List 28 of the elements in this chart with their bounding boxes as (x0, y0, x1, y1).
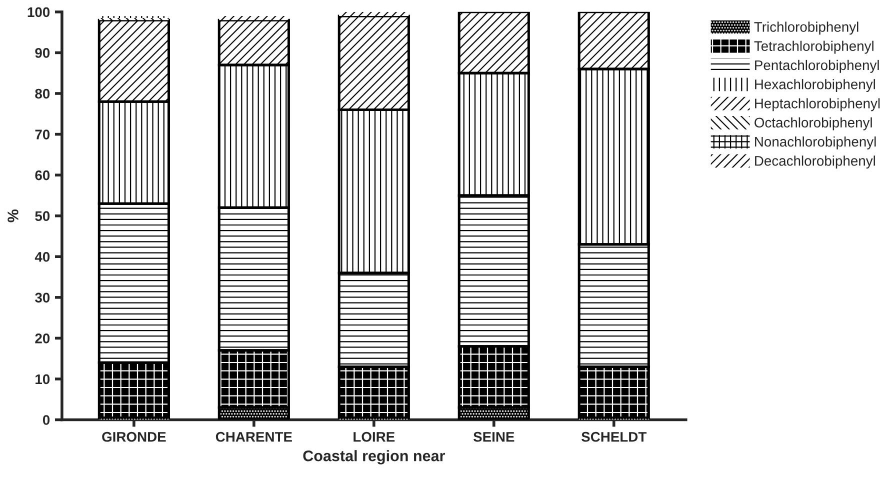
x-tick-label: SEINE (473, 432, 514, 442)
legend-label: Tetrachlorobiphenyl (754, 40, 874, 54)
y-axis-title: % (8, 209, 18, 222)
y-tick-label: 80 (35, 88, 50, 99)
x-tick-label: SCHELDT (581, 432, 647, 442)
y-tick-label: 50 (35, 211, 50, 222)
bar (219, 16, 289, 20)
y-tick-label: 0 (42, 415, 50, 425)
y-tick-label: 20 (35, 334, 50, 344)
y-tick-label: 70 (35, 130, 50, 140)
x-axis-title: Coastal region near (303, 450, 446, 464)
bar (339, 12, 409, 16)
y-tick-label: 10 (36, 374, 50, 384)
legend-label: Nonachlorobiphenyl (755, 136, 876, 150)
x-tick-label: CHARENTE (216, 432, 292, 442)
x-tick-label: GIRONDE (102, 432, 166, 442)
y-tick-label: 100 (28, 7, 50, 18)
x-tick-label: LOIRE (354, 432, 395, 442)
y-tick-label: 60 (35, 170, 50, 180)
legend-label: Octachlorobiphenyl (754, 117, 872, 130)
legend-label: Decachlorobiphenyl (755, 156, 875, 169)
legend-label: Hexachlorobiphenyl (755, 79, 875, 92)
y-tick-label: 40 (34, 252, 50, 262)
legend-label: Trichlorobiphenyl (754, 22, 858, 35)
legend-label: Heptachlorobiphenyl (755, 98, 880, 112)
legend-label: Pentachlorobiphenyl (755, 60, 879, 73)
y-tick-label: 90 (35, 48, 50, 58)
y-tick-label: 30 (35, 292, 50, 303)
